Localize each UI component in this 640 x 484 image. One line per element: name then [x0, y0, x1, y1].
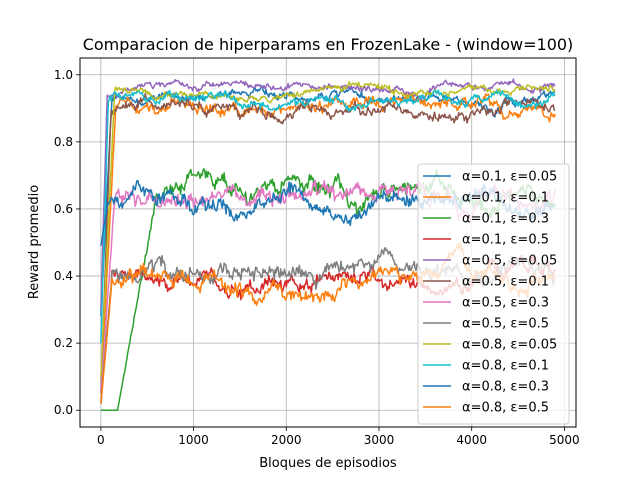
chart-title: Comparacion de hiperparams en FrozenLake…	[83, 35, 574, 54]
legend-label: α=0.8, ε=0.5	[462, 401, 549, 416]
x-tick-label: 1000	[178, 433, 209, 447]
y-axis-label: Reward promedio	[27, 185, 42, 299]
legend-label: α=0.8, ε=0.1	[462, 359, 549, 374]
y-tick-label: 0.0	[54, 403, 73, 417]
x-tick-label: 0	[97, 433, 105, 447]
y-tick-label: 0.2	[54, 336, 73, 350]
legend-label: α=0.8, ε=0.05	[462, 338, 557, 353]
x-axis-ticks: 0 1000 2000 3000 4000 5000	[97, 427, 580, 447]
x-tick-label: 3000	[364, 433, 395, 447]
x-tick-label: 5000	[549, 433, 580, 447]
legend-label: α=0.1, ε=0.05	[462, 170, 557, 185]
y-axis-ticks: 0.0 0.2 0.4 0.6 0.8 1.0	[54, 68, 80, 417]
legend-label: α=0.8, ε=0.3	[462, 380, 549, 395]
legend-label: α=0.1, ε=0.3	[462, 212, 549, 227]
legend-label: α=0.1, ε=0.5	[462, 233, 549, 248]
x-axis-label: Bloques de episodios	[259, 456, 397, 471]
legend-label: α=0.1, ε=0.1	[462, 191, 549, 206]
y-tick-label: 0.6	[54, 202, 73, 216]
series-line	[100, 89, 556, 344]
series-line	[100, 92, 556, 394]
y-tick-label: 1.0	[54, 68, 73, 82]
y-tick-label: 0.4	[54, 269, 73, 283]
x-tick-label: 4000	[456, 433, 487, 447]
legend-label: α=0.5, ε=0.5	[462, 317, 549, 332]
axes-frame	[79, 57, 577, 428]
legend-label: α=0.5, ε=0.3	[462, 296, 549, 311]
x-tick-label: 2000	[271, 433, 302, 447]
legend: α=0.1, ε=0.05 α=0.1, ε=0.1 α=0.1, ε=0.3 α=0…	[417, 163, 570, 425]
y-tick-label: 0.8	[54, 135, 73, 149]
legend-label: α=0.5, ε=0.05	[462, 254, 557, 269]
legend-label: α=0.5, ε=0.1	[462, 275, 549, 290]
legend-box	[417, 163, 570, 425]
